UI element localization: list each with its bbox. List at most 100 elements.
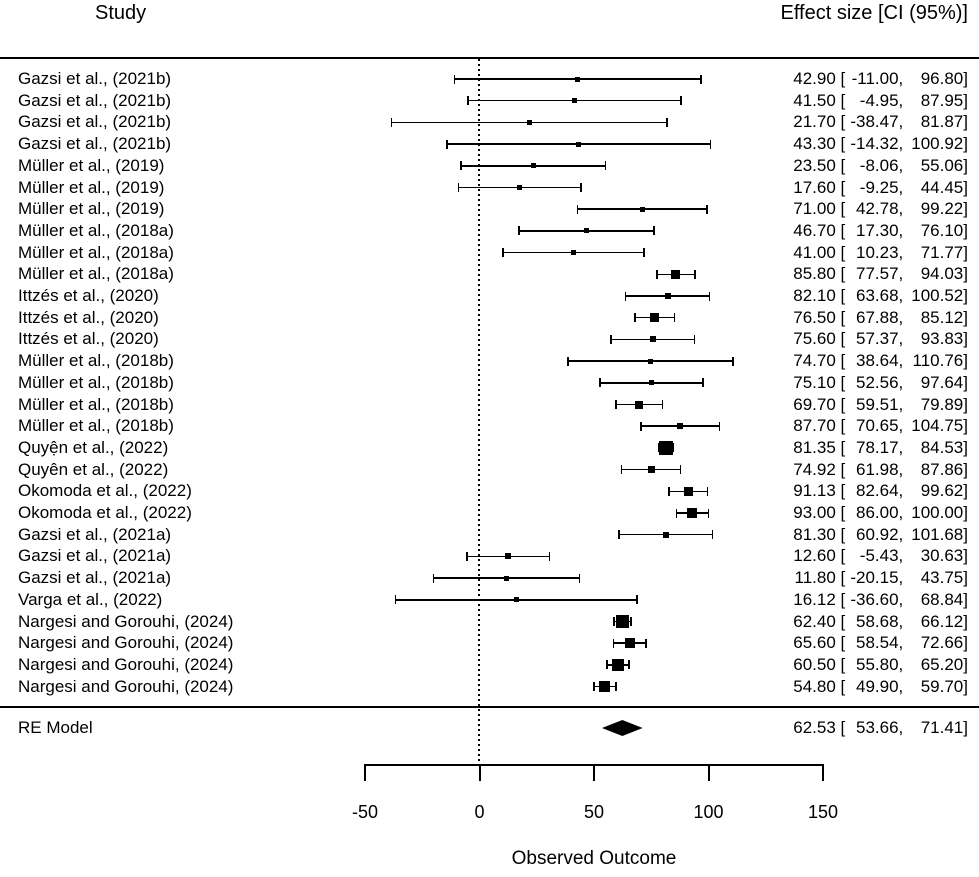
annotation-open-bracket: [ [835, 307, 846, 327]
annotation-close-bracket: ] [963, 568, 968, 588]
ci-cap-right [707, 508, 710, 518]
annotation-open-bracket: [ [835, 503, 846, 522]
annotation-close-bracket: ] [963, 503, 968, 522]
annotation-close-bracket: ] [963, 437, 968, 457]
annotation-open-bracket: [ [835, 220, 846, 240]
ci-cap-right [578, 573, 581, 583]
annotation-estimate: 71.00 [793, 199, 836, 219]
annotation-ci-high: 79.89 [920, 394, 964, 414]
annotation-close-bracket: ] [963, 134, 968, 154]
annotation-ci-high: 71.41 [920, 718, 964, 737]
annotation-close-bracket: ] [963, 654, 968, 674]
ci-cap-left [618, 530, 620, 540]
study-label: Nargesi and Gorouhi, (2024) [18, 633, 234, 653]
annotation-close-bracket: ] [963, 177, 968, 197]
annotation-open-bracket: [ [835, 177, 846, 197]
annotation-close-bracket: ] [963, 264, 968, 284]
annotation-estimate: 41.50 [793, 90, 836, 110]
ci-cap-left [576, 204, 579, 214]
re-model-estimate: 62.53 [53.66, 71.41] [788, 717, 968, 739]
effect-annotation: 42.90 [-11.00, 96.80] [788, 68, 968, 90]
study-label: Müller et al., (2018a) [18, 220, 174, 240]
ci-cap-right [548, 551, 551, 561]
annotation-estimate: 75.10 [793, 372, 836, 392]
ci-cap-right [652, 226, 655, 236]
annotation-ci-high: 94.03 [920, 264, 964, 284]
annotation-ci-high: 43.75 [920, 568, 964, 588]
effect-point [687, 508, 698, 518]
effect-annotation: 41.00 [10.23, 71.77] [788, 242, 968, 264]
annotation-ci-high: 99.62 [920, 481, 964, 501]
annotation-open-bracket: [ [835, 654, 846, 674]
annotation-close-bracket: ] [963, 351, 968, 371]
ci-cap-left [624, 291, 627, 301]
ci-cap-right [661, 400, 664, 409]
study-label: Nargesi and Gorouhi, (2024) [18, 611, 234, 631]
annotation-estimate: 46.70 [793, 220, 836, 240]
annotation-ci-high: 87.86 [920, 459, 964, 479]
annotation-ci-high: 100.52 [911, 286, 964, 305]
ci-cap-right [630, 617, 632, 626]
annotation-estimate: 65.60 [793, 633, 836, 653]
annotation-open-bracket: [ [835, 524, 846, 544]
annotation-estimate: 91.13 [793, 481, 836, 501]
effect-annotation: 41.50 [-4.95, 87.95] [788, 90, 968, 112]
study-label: Müller et al., (2018a) [18, 242, 174, 262]
x-axis-title: Observed Outcome [511, 848, 677, 869]
axis-tick [593, 764, 595, 781]
effect-annotation: 23.50 [-8.06, 55.06] [788, 155, 968, 177]
annotation-ci-high: 55.06 [920, 155, 964, 175]
effect-annotation: 46.70 [17.30, 76.10] [788, 220, 968, 242]
ci-cap-right [672, 443, 674, 453]
annotation-estimate: 85.80 [793, 264, 836, 284]
ci-cap-right [711, 530, 714, 540]
annotation-ci-high: 99.22 [920, 199, 964, 219]
study-label: Gazsi et al., (2021b) [18, 134, 172, 154]
annotation-ci-low: 67.88, [856, 307, 904, 327]
effect-annotation: 11.80 [-20.15, 43.75] [788, 567, 968, 589]
annotation-estimate: 23.50 [793, 155, 836, 175]
effect-annotation: 75.60 [57.37, 93.83] [788, 328, 968, 350]
annotation-ci-low: -38.47, [850, 112, 904, 132]
annotation-ci-low: 58.68, [856, 611, 904, 631]
annotation-ci-low: 70.65, [856, 416, 904, 436]
effect-annotation: 76.50 [67.88, 85.12] [788, 307, 968, 329]
effect-point [671, 269, 681, 279]
effect-point [517, 185, 523, 190]
ci-cap-left [466, 551, 468, 561]
annotation-open-bracket: [ [835, 437, 846, 457]
annotation-open-bracket: [ [835, 481, 846, 501]
annotation-ci-low: -8.06, [859, 155, 904, 175]
ci-cap-left [634, 313, 636, 323]
annotation-close-bracket: ] [963, 307, 968, 327]
study-label: Quyên et al., (2022) [18, 459, 169, 479]
annotation-ci-low: 55.80, [856, 654, 904, 674]
effect-point [677, 423, 684, 430]
annotation-close-bracket: ] [963, 589, 968, 609]
effect-point [576, 141, 582, 147]
effect-point [658, 440, 673, 455]
annotation-ci-high: 59.70 [920, 676, 964, 696]
annotation-ci-low: -14.32, [850, 134, 904, 154]
effect-annotation: 17.60 [-9.25, 44.45] [788, 177, 968, 199]
annotation-open-bracket: [ [835, 372, 846, 392]
axis-tick [478, 764, 481, 781]
annotation-ci-low: 10.23, [856, 242, 904, 262]
study-label: Müller et al., (2018b) [18, 372, 174, 392]
annotation-ci-high: 104.75 [911, 416, 964, 436]
annotation-ci-low: 53.66, [856, 718, 904, 737]
annotation-ci-high: 85.12 [920, 307, 964, 327]
ci-cap-left [610, 334, 612, 344]
effect-annotation: 85.80 [77.57, 94.03] [788, 263, 968, 285]
annotation-close-bracket: ] [963, 329, 968, 349]
annotation-ci-low: -5.43, [859, 546, 904, 566]
annotation-open-bracket: [ [835, 134, 846, 154]
ci-cap-right [700, 74, 702, 84]
effect-annotation: 43.30 [-14.32, 100.92] [788, 133, 968, 155]
study-label: Gazsi et al., (2021b) [18, 90, 172, 110]
effect-point [649, 336, 656, 343]
ci-cap-right [615, 682, 617, 692]
annotation-open-bracket: [ [835, 676, 846, 696]
header-divider [0, 57, 979, 59]
ci-cap-right [706, 486, 709, 496]
